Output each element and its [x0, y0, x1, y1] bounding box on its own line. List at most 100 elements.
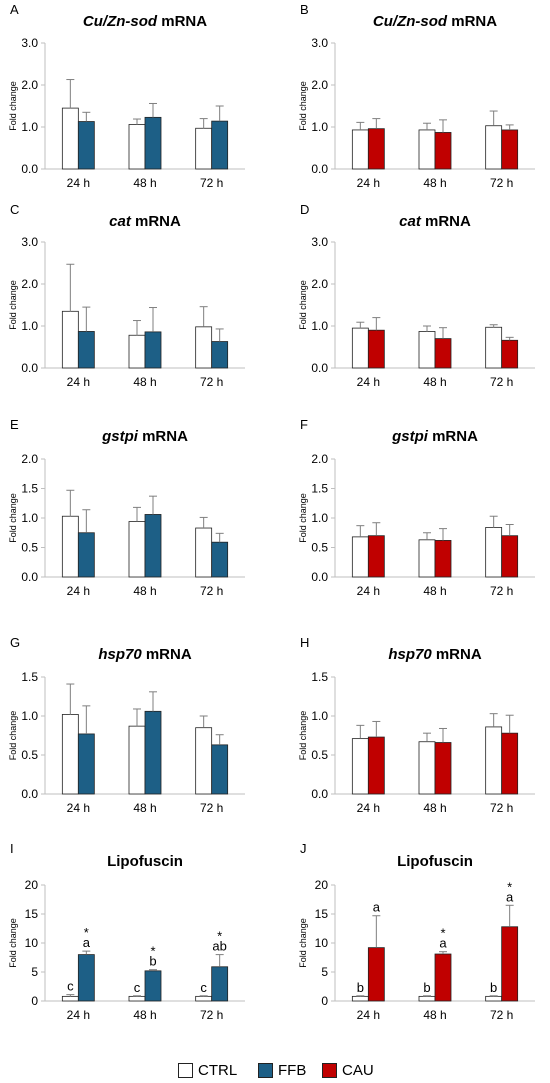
x-tick-label-j: 24 h [357, 1008, 380, 1022]
bar-c-ctrl [128, 334, 146, 369]
bar-d-cau [367, 329, 385, 369]
chart-title-gene-h: hsp70 [388, 646, 432, 663]
y-tick-label-i: 15 [25, 907, 39, 921]
panel-label-b: B [300, 2, 309, 17]
sig-star-j: * [440, 926, 445, 941]
legend-label-ffb: FFB [278, 1061, 307, 1079]
y-tick-label-a: 1.0 [21, 120, 38, 134]
bar-e-ctrl [128, 521, 146, 578]
bar-f-ctrl [418, 539, 436, 578]
bar-b-cau [501, 129, 519, 170]
x-tick-label-g: 48 h [133, 801, 156, 815]
y-tick-label-f: 1.0 [311, 511, 328, 525]
x-tick-label-g: 24 h [67, 801, 90, 815]
y-axis-label-b: Fold change [298, 81, 308, 131]
bar-c-ffb [144, 331, 162, 369]
chart-title-gene-f: gstpi [391, 428, 429, 445]
bar-h-cau [501, 732, 519, 795]
bar-f-cau [501, 535, 519, 578]
bar-f-ctrl [351, 536, 369, 578]
chart-title-b: Cu/Zn-sod mRNA [373, 13, 497, 30]
y-axis-label-j: Fold change [298, 918, 308, 968]
y-tick-label-f: 0.0 [311, 570, 328, 584]
panel-label-i: I [10, 841, 14, 856]
x-tick-label-i: 24 h [67, 1008, 90, 1022]
bar-d-ctrl [485, 326, 503, 369]
x-tick-label-c: 48 h [133, 375, 156, 389]
bar-b-ctrl [351, 129, 369, 170]
bar-g-ctrl [128, 725, 146, 795]
legend-item-ffb: FFB [258, 1060, 306, 1080]
bar-j-cau [501, 926, 519, 1002]
panel-label-c: C [10, 202, 19, 217]
x-tick-label-b: 48 h [423, 176, 446, 190]
sig-star-i: * [84, 925, 89, 940]
y-tick-label-b: 1.0 [311, 120, 328, 134]
x-tick-label-f: 48 h [423, 584, 446, 598]
y-tick-label-g: 1.0 [21, 709, 38, 723]
bar-e-ctrl [195, 527, 213, 578]
sig-letter-j: b [357, 980, 364, 995]
chart-title-g: hsp70 mRNA [98, 646, 192, 663]
bar-j-ctrl [351, 995, 369, 1002]
y-tick-label-d: 0.0 [311, 361, 328, 375]
y-tick-label-h: 1.0 [311, 709, 328, 723]
panel-label-d: D [300, 202, 309, 217]
panel-label-j: J [300, 841, 307, 856]
x-tick-label-b: 24 h [357, 176, 380, 190]
chart-title-gene-d: cat [399, 213, 422, 230]
y-tick-label-c: 3.0 [21, 235, 38, 249]
y-tick-label-e: 0.0 [21, 570, 38, 584]
y-tick-label-a: 2.0 [21, 78, 38, 92]
chart-title-text-j: Lipofuscin [397, 853, 473, 870]
bar-f-ctrl [485, 527, 503, 578]
y-tick-label-g: 0.5 [21, 748, 38, 762]
y-axis-label-f: Fold change [298, 493, 308, 543]
sig-star-i: * [217, 929, 222, 944]
bar-g-ffb [144, 710, 162, 795]
sig-letter-j: a [439, 936, 447, 951]
bar-h-ctrl [418, 741, 436, 795]
sig-star-j: * [507, 879, 512, 894]
y-tick-label-j: 10 [315, 936, 329, 950]
panel-label-e: E [10, 417, 19, 432]
chart-title-c: cat mRNA [109, 213, 181, 230]
bar-a-ctrl [128, 124, 146, 170]
y-axis-label-g: Fold change [8, 711, 18, 761]
legend: CTRL FFB CAU [0, 1058, 550, 1082]
chart-title-text-i: Lipofuscin [107, 853, 183, 870]
x-tick-label-j: 48 h [423, 1008, 446, 1022]
chart-title-a: Cu/Zn-sod mRNA [83, 13, 207, 30]
chart-title-gene-b: Cu/Zn-sod [373, 13, 448, 30]
y-tick-label-g: 0.0 [21, 787, 38, 801]
chart-title-text-b: mRNA [447, 13, 497, 30]
x-tick-label-i: 48 h [133, 1008, 156, 1022]
x-tick-label-i: 72 h [200, 1008, 223, 1022]
bar-i-ffb [144, 970, 162, 1002]
bar-i-ctrl [128, 995, 146, 1002]
y-tick-label-d: 3.0 [311, 235, 328, 249]
bar-d-ctrl [351, 327, 369, 369]
panel-label-g: G [10, 635, 20, 650]
chart-title-h: hsp70 mRNA [388, 646, 482, 663]
bar-b-ctrl [485, 125, 503, 170]
chart-title-text-c: mRNA [131, 213, 181, 230]
y-tick-label-e: 1.0 [21, 511, 38, 525]
bar-j-cau [367, 947, 385, 1002]
chart-title-gene-c: cat [109, 213, 132, 230]
y-tick-label-e: 0.5 [21, 541, 38, 555]
y-tick-label-g: 1.5 [21, 670, 38, 684]
sig-letter-j: b [423, 980, 430, 995]
bar-g-ffb [211, 744, 229, 795]
x-tick-label-j: 72 h [490, 1008, 513, 1022]
sig-letter-j: a [506, 889, 514, 904]
y-tick-label-c: 1.0 [21, 319, 38, 333]
x-tick-label-a: 24 h [67, 176, 90, 190]
x-tick-label-e: 72 h [200, 584, 223, 598]
x-tick-label-f: 72 h [490, 584, 513, 598]
y-axis-label-h: Fold change [298, 711, 308, 761]
